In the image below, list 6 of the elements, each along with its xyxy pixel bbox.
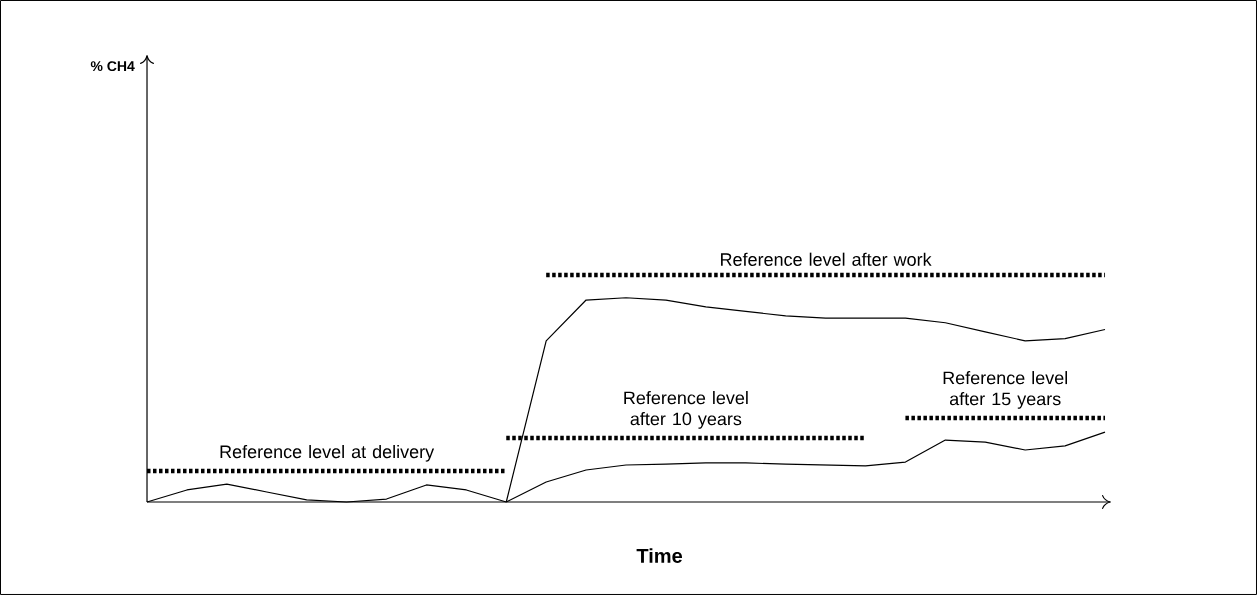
series-label: Reference level at delivery (220, 444, 435, 462)
text: % CH4 (90, 61, 135, 72)
x-axis-title: Time (636, 548, 683, 563)
series-label: Reference level after 10 years (624, 391, 748, 429)
series-label: Reference level after 15 years (943, 371, 1068, 409)
series-label: Reference level after work (721, 252, 932, 266)
